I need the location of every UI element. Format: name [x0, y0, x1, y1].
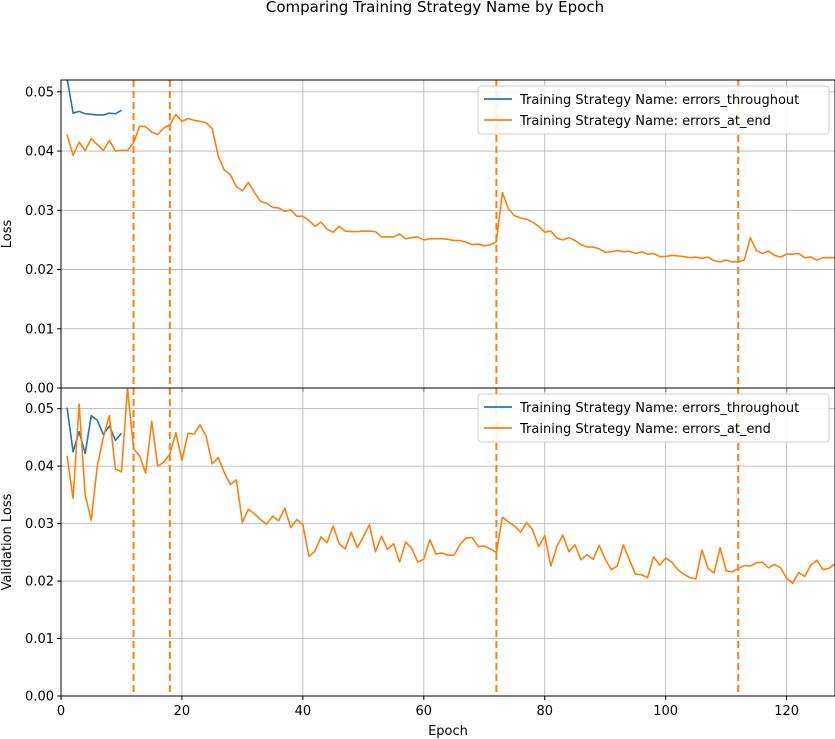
- x-tick-label: 20: [174, 704, 191, 719]
- panel-2: 0.00 0.01 0.02 0.03 0.04 0.05 0 20 40 60 80 100 120 V…: [0, 387, 835, 739]
- legend-box: [477, 85, 830, 135]
- legend: Training Strategy Name: errors_throughou…: [477, 85, 830, 135]
- y-tick-label: 0.03: [25, 517, 54, 532]
- series-line-2: [66, 113, 835, 263]
- y-tick-label: 0.02: [25, 263, 54, 278]
- x-tick-label: 100: [653, 704, 678, 719]
- panel-1: 0.00 0.01 0.02 0.03 0.04 0.05 Loss Training Str…: [0, 79, 835, 397]
- legend: Training Strategy Name: errors_throughou…: [477, 393, 830, 443]
- series-line-2: [66, 388, 835, 585]
- legend-label-2: Training Strategy Name: errors_at_end: [519, 114, 771, 129]
- y-axis-label: Validation Loss: [0, 493, 15, 590]
- series-group: [66, 80, 835, 263]
- y-tick-label: 0.03: [25, 204, 54, 219]
- y-tick-label: 0.00: [25, 382, 54, 397]
- x-tick-label: 60: [416, 704, 433, 719]
- legend-label-1: Training Strategy Name: errors_throughou…: [519, 93, 799, 108]
- y-tick-label: 0.01: [25, 322, 54, 337]
- x-tick-label: 80: [536, 704, 553, 719]
- y-tick-label: 0.05: [25, 85, 54, 100]
- axes-frame: [60, 387, 835, 697]
- y-axis-label: Loss: [0, 220, 15, 249]
- y-tick-label: 0.02: [25, 575, 54, 590]
- y-tick-label: 0.04: [25, 460, 54, 475]
- legend-label-2: Training Strategy Name: errors_at_end: [519, 422, 771, 437]
- chart-title: Comparing Training Strategy Name by Epoc…: [266, 0, 604, 16]
- series-line-1: [66, 80, 122, 116]
- legend-label-1: Training Strategy Name: errors_throughou…: [519, 401, 799, 416]
- y-tick-label: 0.01: [25, 632, 54, 647]
- series-group: [66, 388, 835, 585]
- y-tick-label: 0.05: [25, 402, 54, 417]
- x-tick-label: 40: [295, 704, 312, 719]
- x-axis-label: Epoch: [428, 724, 468, 739]
- x-tick-label: 120: [774, 704, 799, 719]
- x-tick-label: 0: [57, 704, 65, 719]
- legend-box: [477, 393, 830, 443]
- y-tick-label: 0.00: [25, 690, 54, 705]
- y-tick-label: 0.04: [25, 145, 54, 160]
